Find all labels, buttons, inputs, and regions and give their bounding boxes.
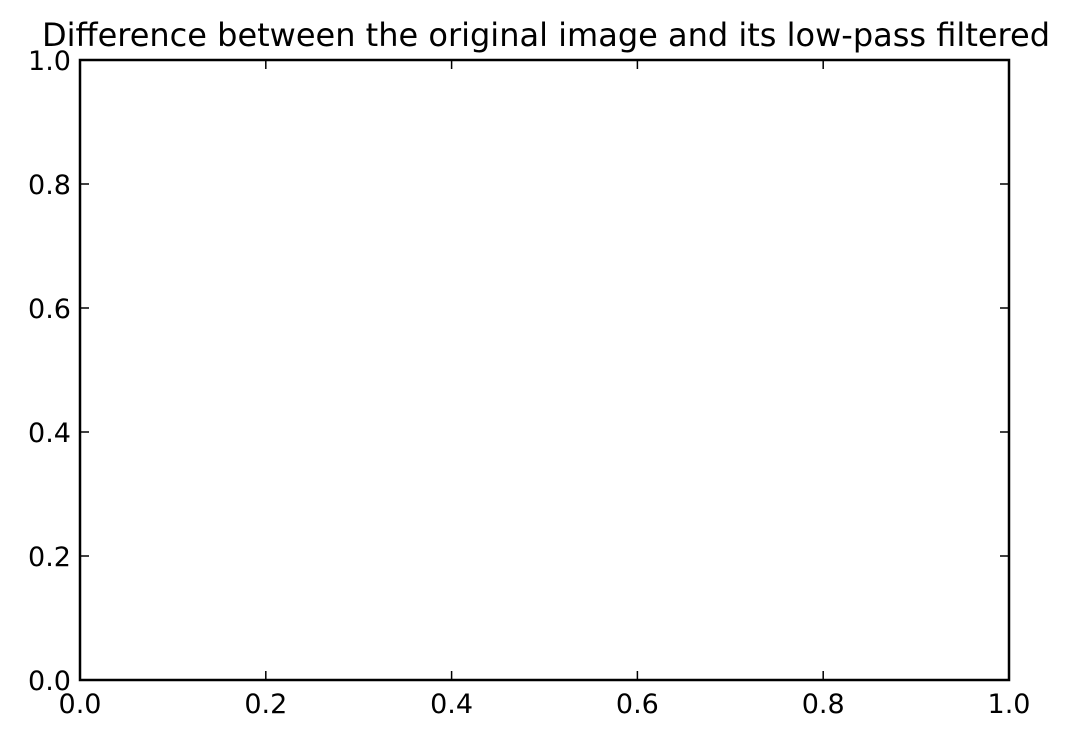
y-tick-label: 1.0 [28, 46, 71, 77]
y-tick-label: 0.2 [28, 542, 71, 573]
plot-area [80, 60, 1009, 680]
x-tick-label: 1.0 [988, 689, 1031, 720]
y-tick-label: 0.0 [28, 666, 71, 697]
y-tick-label: 0.8 [28, 170, 71, 201]
x-tick-label: 0.2 [244, 689, 287, 720]
chart-title: Difference between the original image an… [42, 16, 1050, 54]
x-tick-label: 0.8 [802, 689, 845, 720]
x-tick-label: 0.6 [616, 689, 659, 720]
y-tick-label: 0.4 [28, 418, 71, 449]
tick-label-layer: 0.0 0.2 0.4 0.6 0.8 1.0 0.0 0.2 0.4 0.6 0.8 1.0 [28, 46, 1030, 720]
y-tick-label: 0.6 [28, 294, 71, 325]
x-tick-label: 0.4 [430, 689, 473, 720]
x-tick-label: 0.0 [59, 689, 102, 720]
plot-frame [78, 58, 1011, 682]
